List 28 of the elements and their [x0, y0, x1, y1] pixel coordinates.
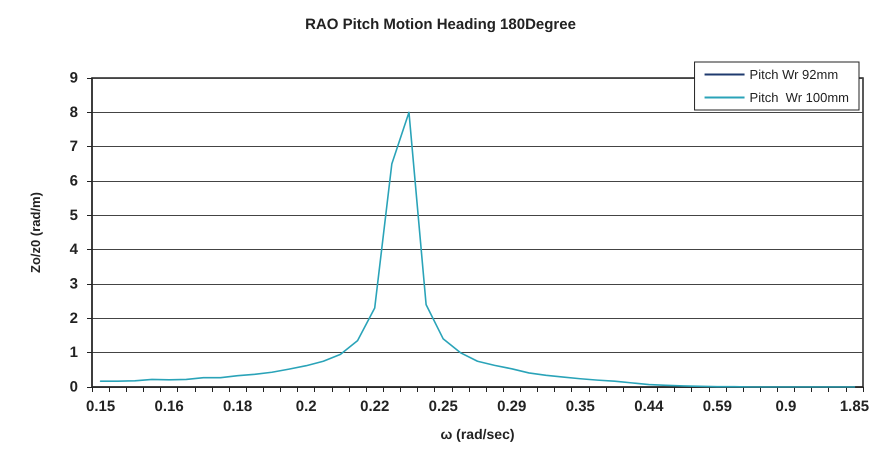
- y-tick-label: 2: [70, 310, 78, 327]
- x-tick-label: 0.9: [775, 398, 796, 415]
- x-tick-label: 0.18: [223, 398, 252, 415]
- y-tick-label: 6: [70, 172, 78, 190]
- x-tick-label: 0.35: [566, 398, 595, 415]
- x-tick-label: 0.25: [428, 398, 458, 415]
- y-tick-label: 4: [70, 241, 79, 258]
- x-tick-label: 0.44: [634, 398, 664, 415]
- y-axis-title: Zo/z0 (rad/m): [28, 192, 43, 273]
- chart-title: RAO Pitch Motion Heading 180Degree: [305, 16, 576, 33]
- x-tick-label: 0.22: [360, 398, 390, 415]
- y-tick-label: 7: [70, 138, 78, 156]
- y-tick-label: 3: [70, 276, 78, 292]
- y-tick-label: 9: [70, 70, 78, 86]
- legend-label: Pitch Wr 100mm: [750, 90, 850, 105]
- y-tick-label: 8: [70, 104, 78, 121]
- x-tick-label: 0.15: [86, 398, 116, 415]
- x-tick-label: 0.16: [154, 398, 184, 415]
- x-tick-label: 0.2: [296, 398, 317, 415]
- line-series: [100, 112, 856, 388]
- y-tick-label: 0: [70, 378, 78, 396]
- x-tick-label: 0.59: [702, 398, 732, 415]
- x-axis-title: ω (rad/sec): [440, 426, 515, 442]
- legend-label: Pitch Wr 92mm: [750, 67, 838, 82]
- y-tick-label: 1: [70, 344, 78, 362]
- x-tick-label: 0.29: [497, 398, 526, 415]
- x-tick-label: 1.85: [840, 398, 870, 415]
- y-tick-label: 5: [70, 206, 78, 224]
